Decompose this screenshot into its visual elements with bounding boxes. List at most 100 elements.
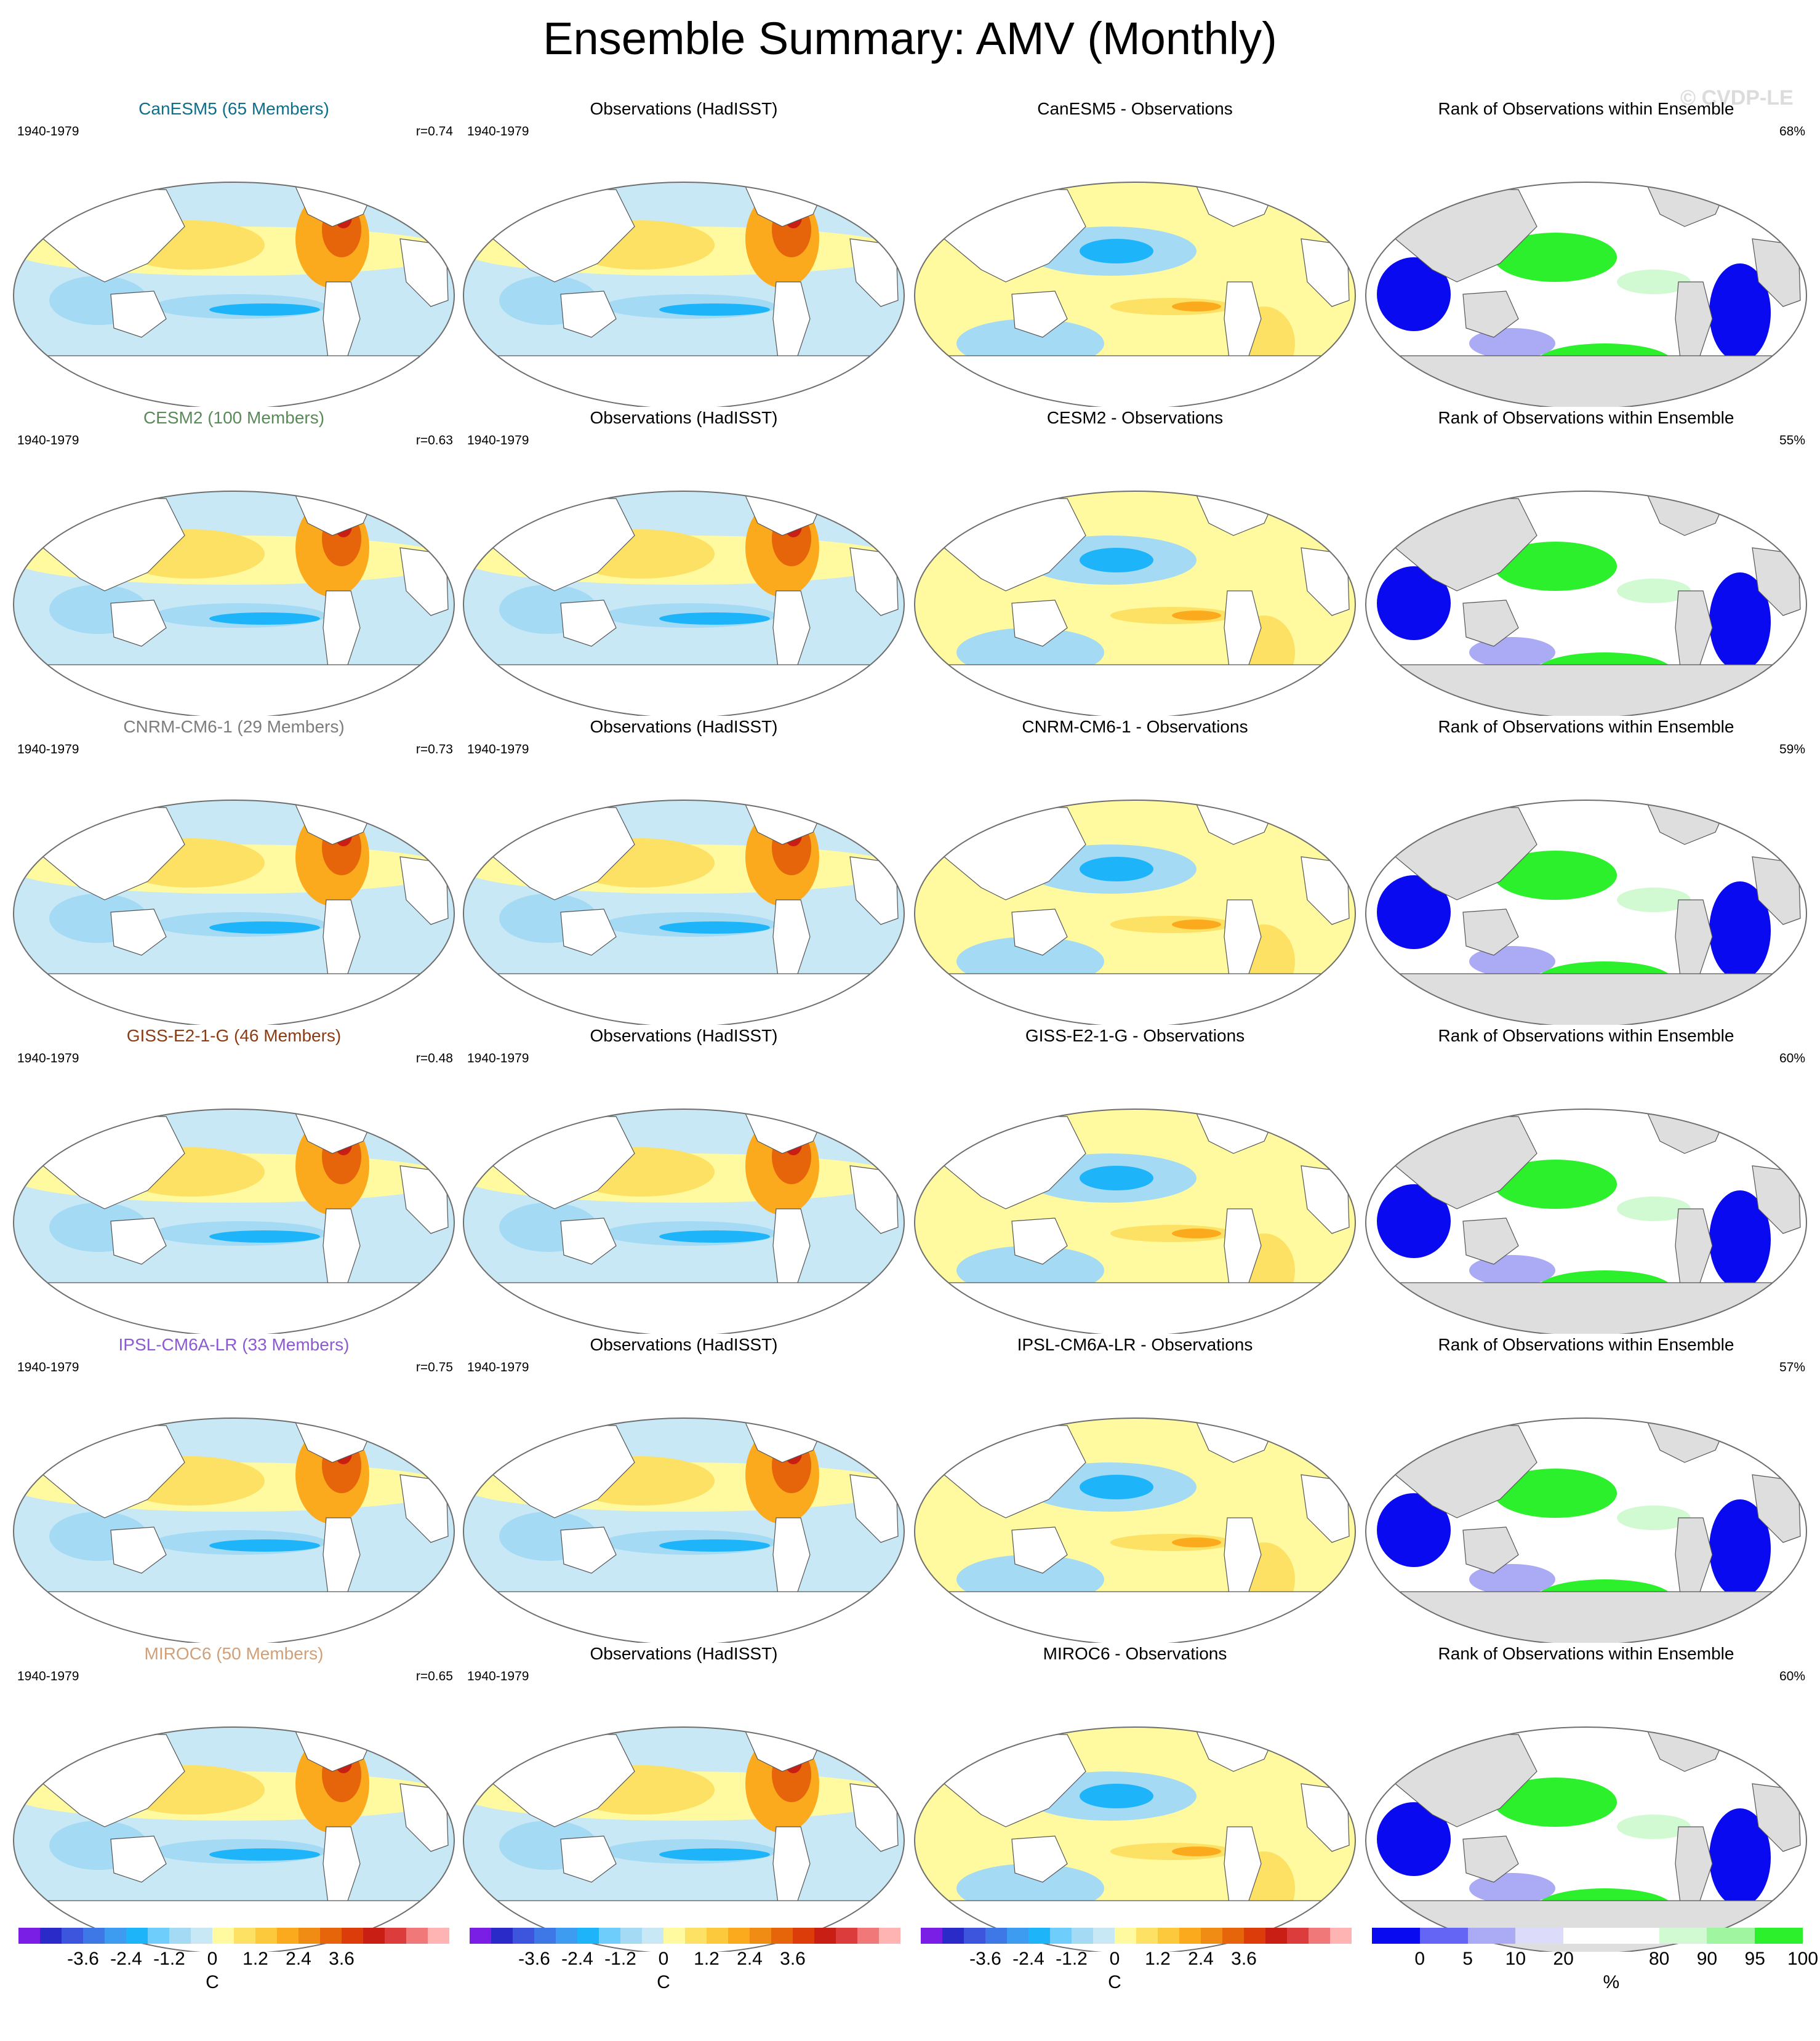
land-australia — [1011, 291, 1068, 338]
colorbar-swatch — [836, 1928, 857, 1944]
colorbar-swatch — [942, 1928, 964, 1944]
map-outline — [13, 800, 455, 1025]
period-label: 1940-1979 — [17, 1669, 79, 1683]
period-label: 1940-1979 — [467, 1360, 529, 1374]
land-antarctica — [14, 1900, 454, 1952]
period-label: 1940-1979 — [467, 1051, 529, 1065]
map-diff — [914, 182, 1356, 407]
panel-title: CESM2 - Observations — [1046, 408, 1224, 427]
colorbar-tick-label: 5 — [1462, 1949, 1473, 1969]
colorbar-swatch — [1093, 1928, 1115, 1944]
colorbar-tick-label: -2.4 — [1012, 1949, 1044, 1969]
colorbar-swatch — [1467, 1928, 1516, 1944]
colorbar-swatch — [685, 1928, 707, 1944]
panel-model: CanESM5 (65 Members) 1940-1979 r=0.74 — [6, 97, 462, 407]
period-label: 1940-1979 — [467, 124, 529, 138]
colorbar-swatch — [1028, 1928, 1050, 1944]
rank-high-pacific — [1494, 1778, 1617, 1827]
colorbar-swatch — [599, 1928, 620, 1944]
colorbar-tick-label: -2.4 — [110, 1949, 142, 1969]
period-label: 1940-1979 — [17, 433, 79, 447]
colorbar-tick-label: 0 — [658, 1949, 669, 1969]
colorbar-swatch — [470, 1928, 491, 1944]
pattern-correlation: r=0.65 — [415, 1669, 453, 1683]
panel-obs: Observations (HadISST) 1940-1979 — [456, 1333, 912, 1643]
land-australia — [110, 599, 167, 647]
colorbar-swatch — [1158, 1928, 1179, 1944]
page-title: Ensemble Summary: AMV (Monthly) — [543, 13, 1277, 64]
land-antarctica — [915, 355, 1355, 407]
equatorial-cold-tongue — [209, 612, 320, 625]
north-pacific-diff-core — [1080, 1166, 1153, 1190]
land-australia — [1011, 1835, 1068, 1883]
land-antarctica — [14, 1591, 454, 1643]
colorbar-swatch — [1072, 1928, 1093, 1944]
equatorial-cold-tongue — [659, 1230, 770, 1243]
panel-rank: Rank of Observations within Ensemble 68% — [1358, 97, 1814, 407]
colorbar-unit: % — [1603, 1972, 1620, 1992]
colorbar-swatch — [1372, 1928, 1420, 1944]
pattern-correlation: r=0.73 — [415, 742, 453, 756]
panel-diff: CanESM5 - Observations — [907, 97, 1363, 407]
colorbar-swatch — [105, 1928, 126, 1944]
panel-diff: MIROC6 - Observations — [907, 1642, 1363, 1952]
map-outline — [13, 1109, 455, 1334]
colorbar-tick-label: 2.4 — [1188, 1949, 1214, 1969]
period-label: 1940-1979 — [467, 742, 529, 756]
land-antarctica — [14, 355, 454, 407]
colorbar-swatch — [1244, 1928, 1265, 1944]
pattern-correlation: r=0.63 — [415, 433, 453, 447]
rank-mid-tropics — [1617, 1814, 1691, 1839]
land-australia — [560, 291, 617, 338]
land-australia — [1011, 908, 1068, 956]
panel-rank: Rank of Observations within Ensemble 59% — [1358, 715, 1814, 1025]
colorbar-tick-label: -3.6 — [969, 1949, 1001, 1969]
map-diff — [914, 491, 1356, 716]
rank-low-indian — [1377, 875, 1451, 949]
colorbar-swatch — [385, 1928, 406, 1944]
colorbar-tick-label: 0 — [207, 1949, 218, 1969]
land-antarctica — [915, 664, 1355, 716]
panel-title: MIROC6 - Observations — [1043, 1644, 1227, 1663]
colorbar-swatch — [491, 1928, 513, 1944]
colorbar-unit: C — [206, 1972, 219, 1992]
panel-model: CNRM-CM6-1 (29 Members) 1940-1979 r=0.73 — [6, 715, 462, 1025]
colorbar-swatch — [534, 1928, 556, 1944]
colorbar-swatch — [428, 1928, 449, 1944]
colorbar-swatch — [169, 1928, 191, 1944]
panel-model: IPSL-CM6A-LR (33 Members) 1940-1979 r=0.75 — [6, 1333, 462, 1643]
rank-mid-tropics — [1617, 270, 1691, 294]
rank-percent: 55% — [1779, 433, 1805, 447]
period-label: 1940-1979 — [17, 742, 79, 756]
panel-obs: Observations (HadISST) 1940-1979 — [456, 715, 912, 1025]
rank-mid-tropics — [1617, 1506, 1691, 1530]
map-rank — [1365, 800, 1807, 1025]
equatorial-cold-tongue — [659, 1848, 770, 1861]
map-diff — [914, 1726, 1356, 1952]
map-obs — [463, 1726, 905, 1952]
map-outline — [463, 1109, 905, 1334]
land-antarctica — [463, 664, 904, 716]
map-outline — [914, 491, 1356, 716]
map-outline — [1365, 491, 1807, 716]
land-australia — [1462, 1217, 1519, 1265]
colorbar-swatch — [299, 1928, 320, 1944]
colorbar-swatch — [1755, 1928, 1803, 1944]
panel-title: CanESM5 - Observations — [1037, 99, 1233, 118]
map-outline — [1365, 1109, 1807, 1334]
panel-title: Observations (HadISST) — [590, 408, 778, 427]
rank-percent: 59% — [1779, 742, 1805, 756]
colorbar-swatch — [577, 1928, 599, 1944]
rank-mid-tropics — [1617, 888, 1691, 912]
map-outline — [13, 1417, 455, 1643]
colorbar-swatch — [1201, 1928, 1222, 1944]
panel-diff: IPSL-CM6A-LR - Observations — [907, 1333, 1363, 1643]
map-obs — [463, 182, 905, 407]
map-outline — [914, 182, 1356, 407]
land-antarctica — [14, 973, 454, 1025]
colorbar-swatch — [1222, 1928, 1244, 1944]
land-antarctica — [915, 1900, 1355, 1952]
colorbar-swatch — [191, 1928, 212, 1944]
panel-title: Observations (HadISST) — [590, 1644, 778, 1663]
panel-title: CNRM-CM6-1 - Observations — [1022, 717, 1248, 736]
